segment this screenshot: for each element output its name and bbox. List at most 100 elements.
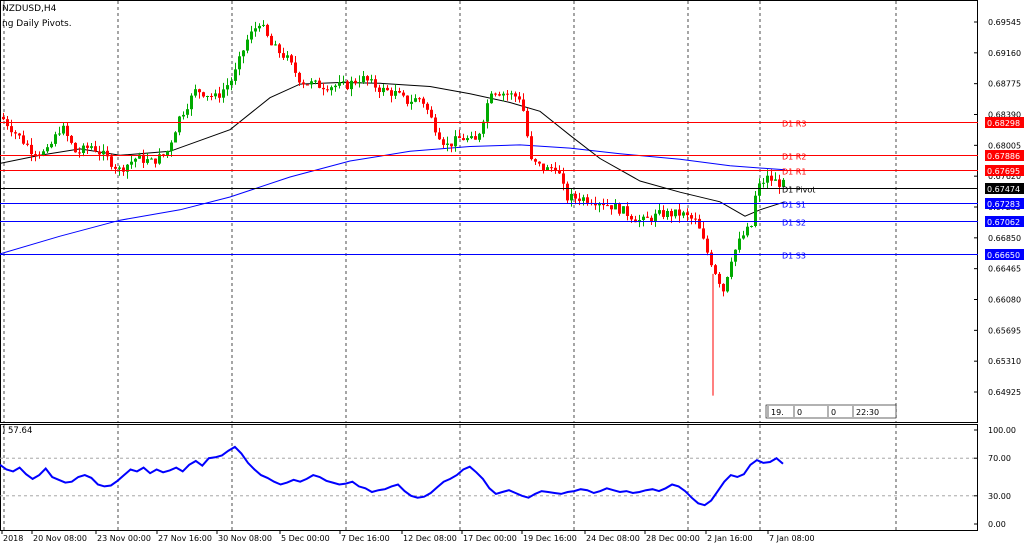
x-tick-label-6: 7 Dec 16:00 <box>341 534 390 543</box>
candle-body <box>342 81 345 83</box>
candle-body <box>74 142 77 153</box>
candle-body <box>558 170 561 174</box>
candle-body <box>314 80 317 82</box>
osc-tick-label-0: 100.00 <box>988 426 1016 435</box>
price-tick-label-3: 0.68390 <box>988 111 1021 120</box>
candle-body <box>458 136 461 139</box>
candle-body <box>302 82 305 85</box>
candle-body <box>326 89 329 91</box>
candle-body <box>466 138 469 141</box>
candle-body <box>162 154 165 156</box>
candle-body <box>542 163 545 171</box>
candle-body <box>430 109 433 118</box>
candle-body <box>750 226 753 227</box>
price-tick-label-12: 0.64925 <box>988 388 1021 397</box>
candle-body <box>386 87 389 91</box>
candle-body <box>670 211 673 217</box>
candle-body <box>242 50 245 57</box>
x-tick-label-11: 28 Dec 00:00 <box>646 534 700 543</box>
pivot-label-d1-s3: D1 S3 <box>782 252 806 261</box>
x-tick-label-3: 27 Nov 16:00 <box>158 534 212 543</box>
candle-body <box>514 93 517 97</box>
candle-body <box>594 203 597 206</box>
candle-body <box>506 93 509 95</box>
candle-body <box>170 142 173 152</box>
candle-body <box>238 56 241 70</box>
candle-body <box>374 79 377 88</box>
candle-body <box>358 82 361 83</box>
candle-body <box>118 167 121 169</box>
candle-body <box>10 126 13 133</box>
candle-body <box>214 93 217 97</box>
time-box-cell-3: 22:30 <box>856 408 879 417</box>
candle-body <box>410 101 413 104</box>
candle-body <box>482 121 485 134</box>
candle-body <box>538 161 541 164</box>
candle-body <box>42 151 45 155</box>
candle-body <box>250 31 253 40</box>
candle-body <box>378 87 381 92</box>
candle-body <box>646 216 649 218</box>
candle-body <box>298 72 301 83</box>
candle-body <box>258 25 261 29</box>
candle-body <box>478 133 481 140</box>
candle-body <box>546 167 549 171</box>
price-tick-label-1: 0.69160 <box>988 49 1021 58</box>
candle-body <box>574 193 577 199</box>
candle-body <box>734 249 737 262</box>
candle-body <box>766 175 769 183</box>
candle-body <box>122 167 125 172</box>
candle-body <box>62 125 65 134</box>
candle-body <box>562 173 565 184</box>
candle-body <box>758 183 761 196</box>
time-box-cell-0: 19. <box>771 408 784 417</box>
candle-body <box>106 150 109 157</box>
candle-body <box>54 134 57 144</box>
time-box-cell-1: 0 <box>797 408 802 417</box>
candle-body <box>666 211 669 217</box>
candle-body <box>126 164 129 172</box>
candle-body <box>554 167 557 171</box>
candle-body <box>422 98 425 104</box>
candle-body <box>26 143 29 145</box>
candle-body <box>578 198 581 201</box>
candle-body <box>142 154 145 163</box>
pivot-price-tag-text-d1-s2: 0.67062 <box>987 218 1020 227</box>
candle-body <box>14 132 17 134</box>
candle-body <box>402 92 405 96</box>
candle-body <box>442 139 445 145</box>
x-tick-label-4: 30 Nov 08:00 <box>218 534 272 543</box>
x-tick-label-10: 24 Dec 08:00 <box>586 534 640 543</box>
candle-body <box>286 55 289 58</box>
candle-body <box>754 195 757 226</box>
candle-body <box>634 219 637 223</box>
candle-body <box>370 79 373 81</box>
fast-ma-line <box>0 81 786 217</box>
price-tick-label-0: 0.69545 <box>988 18 1021 27</box>
candle-body <box>362 76 365 82</box>
pivot-price-tag-text-d1-s1: 0.67283 <box>987 200 1020 209</box>
candle-body <box>262 24 265 26</box>
candle-body <box>662 210 665 217</box>
candle-body <box>134 158 137 162</box>
candle-body <box>154 158 157 164</box>
candle-body <box>498 94 501 96</box>
candle-body <box>394 91 397 96</box>
candle-body <box>78 152 81 154</box>
candle-body <box>630 216 633 220</box>
oscillator-pane-frame <box>0 424 978 531</box>
oscillator-line <box>0 445 784 507</box>
candle-body <box>354 80 357 83</box>
pivot-label-d1-s2: D1 S2 <box>782 219 806 228</box>
candle-body <box>138 154 141 159</box>
x-tick-label-1: 20 Nov 08:00 <box>33 534 87 543</box>
candle-body <box>598 203 601 206</box>
pivot-price-tag-text-d1-r1: 0.67695 <box>987 167 1020 176</box>
price-tick-label-5: 0.67620 <box>988 172 1021 181</box>
candle-body <box>486 103 489 122</box>
candle-body <box>58 133 61 135</box>
x-tick-label-8: 17 Dec 00:00 <box>463 534 517 543</box>
candle-body <box>746 226 749 236</box>
